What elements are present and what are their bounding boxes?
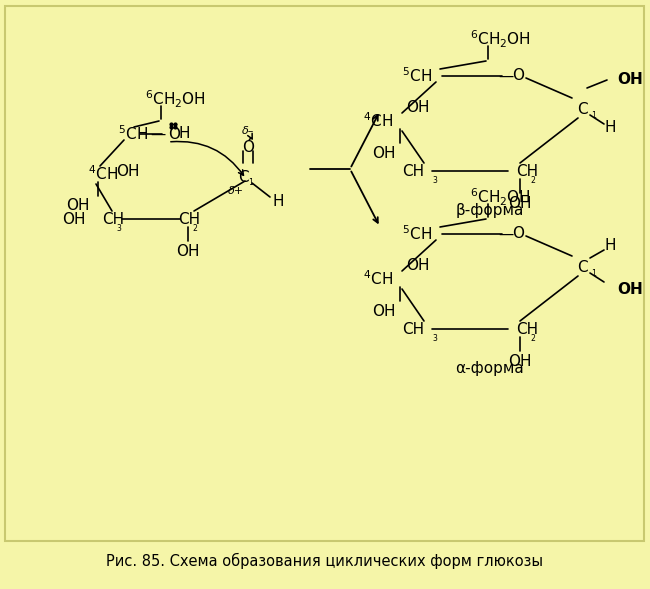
Text: $_3$: $_3$ xyxy=(116,223,122,235)
Text: $^6$CH$_2$OH: $^6$CH$_2$OH xyxy=(470,186,531,208)
Text: $_2$: $_2$ xyxy=(530,333,536,345)
Text: OH: OH xyxy=(508,353,532,369)
Text: CH: CH xyxy=(102,211,124,227)
Text: CH: CH xyxy=(402,164,424,178)
Text: OH: OH xyxy=(617,72,643,88)
Text: OH: OH xyxy=(66,198,90,213)
Text: CH: CH xyxy=(178,211,200,227)
Text: $_1$: $_1$ xyxy=(248,177,254,189)
Text: $_2$: $_2$ xyxy=(192,223,198,235)
Text: OH: OH xyxy=(372,303,396,319)
Text: $^6$CH$_2$OH: $^6$CH$_2$OH xyxy=(470,28,531,49)
Text: Рис. 85. Схема образования циклических форм глюкозы: Рис. 85. Схема образования циклических ф… xyxy=(107,553,543,569)
Text: $^6$CH$_2$OH: $^6$CH$_2$OH xyxy=(145,88,206,110)
Text: $^5$CH: $^5$CH xyxy=(118,125,148,143)
Text: C: C xyxy=(577,102,588,117)
Text: H: H xyxy=(178,127,190,141)
Text: $_1$: $_1$ xyxy=(591,110,597,122)
Text: $^4$CH: $^4$CH xyxy=(363,112,393,130)
Text: OH: OH xyxy=(62,211,86,227)
Text: $^4$CH: $^4$CH xyxy=(363,270,393,289)
Text: O: O xyxy=(242,140,254,154)
Text: β-форма: β-форма xyxy=(456,204,524,219)
Text: OH: OH xyxy=(116,164,140,180)
Text: $_3$: $_3$ xyxy=(432,333,438,345)
Text: CH: CH xyxy=(402,322,424,336)
Text: OH: OH xyxy=(176,243,200,259)
Text: CH: CH xyxy=(516,322,538,336)
Text: OH: OH xyxy=(372,145,396,160)
Text: C: C xyxy=(577,260,588,276)
Text: —: — xyxy=(499,227,514,241)
Text: H: H xyxy=(272,194,284,209)
Text: $_3$: $_3$ xyxy=(432,175,438,187)
Text: O: O xyxy=(512,227,524,241)
Text: $^5$CH: $^5$CH xyxy=(402,67,432,85)
Text: $^5$CH: $^5$CH xyxy=(402,224,432,243)
Text: H: H xyxy=(604,239,616,253)
Text: Ö: Ö xyxy=(168,127,180,141)
Text: OH: OH xyxy=(406,257,430,273)
Text: δ–: δ– xyxy=(242,126,254,136)
Text: H: H xyxy=(604,121,616,135)
Text: —: — xyxy=(150,127,166,141)
Text: δ+: δ+ xyxy=(228,186,244,196)
Text: OH: OH xyxy=(617,283,643,297)
Text: $_2$: $_2$ xyxy=(530,175,536,187)
Text: OH: OH xyxy=(508,196,532,210)
Text: OH: OH xyxy=(406,100,430,114)
Text: $^4$CH: $^4$CH xyxy=(88,165,118,183)
Text: α-форма: α-форма xyxy=(456,362,525,376)
Text: CH: CH xyxy=(516,164,538,178)
Text: —: — xyxy=(499,68,514,84)
Text: O: O xyxy=(512,68,524,84)
Text: $_1$: $_1$ xyxy=(591,268,597,280)
Text: C: C xyxy=(238,170,248,184)
